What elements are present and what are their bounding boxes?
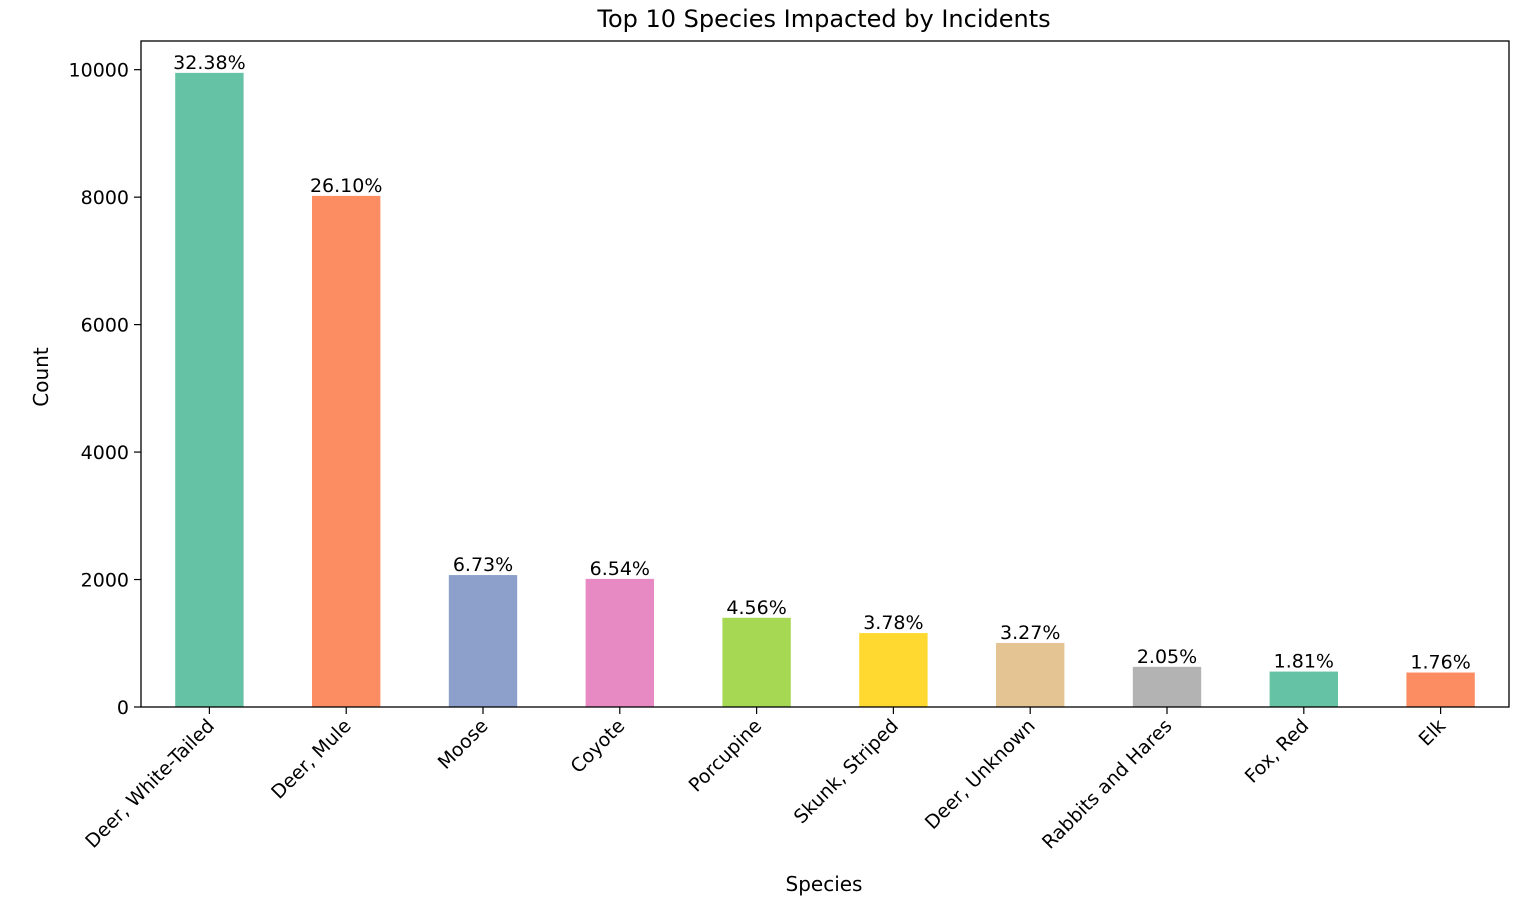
x-axis-ticks: Deer, White-Tailed Deer, Mule Moose Coyote P… — [81, 707, 1450, 854]
chart-title: Top 10 Species Impacted by Incidents — [596, 5, 1050, 33]
bar — [448, 575, 518, 707]
x-tick-label: Skunk, Striped — [790, 715, 903, 828]
y-tick-label: 0 — [117, 697, 129, 719]
bar-data-label: 4.56% — [726, 597, 786, 619]
x-tick-label: Coyote — [566, 715, 629, 778]
bar-data-label: 26.10% — [310, 175, 382, 197]
x-tick-label: Deer, Mule — [267, 715, 356, 804]
y-tick-label: 4000 — [81, 442, 129, 464]
bar-data-label: 2.05% — [1137, 646, 1197, 668]
x-tick-label: Moose — [434, 715, 493, 774]
bar — [1406, 672, 1475, 707]
bar-data-label: 3.78% — [863, 612, 923, 634]
y-tick-label: 8000 — [81, 187, 129, 209]
data-labels-group: 32.38% 26.10% 6.73% 6.54% 4.56% 3.78% 3.27% 2.0… — [173, 52, 1471, 674]
bar-data-label: 6.54% — [590, 558, 650, 580]
bar — [312, 195, 381, 707]
bar — [175, 72, 244, 707]
bar — [585, 578, 654, 707]
y-axis-label: Count — [29, 347, 53, 407]
bar — [1269, 671, 1338, 707]
x-tick-label: Porcupine — [685, 715, 767, 797]
y-axis-ticks: 0 2000 4000 6000 8000 10000 — [69, 60, 141, 719]
bar — [859, 633, 928, 707]
bar-data-label: 1.81% — [1274, 651, 1334, 673]
x-tick-label: Fox, Red — [1241, 715, 1314, 788]
y-tick-label: 2000 — [81, 570, 129, 592]
x-axis-label: Species — [786, 872, 863, 896]
x-tick-label: Deer, Unknown — [921, 715, 1040, 834]
bar-data-label: 6.73% — [453, 554, 513, 576]
y-tick-label: 6000 — [81, 315, 129, 337]
bar-data-label: 1.76% — [1410, 652, 1470, 674]
bar-data-label: 3.27% — [1000, 622, 1060, 644]
y-tick-label: 10000 — [69, 60, 129, 82]
bar — [1132, 666, 1202, 707]
x-tick-label: Elk — [1415, 715, 1451, 751]
x-tick-label: Rabbits and Hares — [1038, 715, 1177, 854]
x-tick-label: Deer, White-Tailed — [81, 715, 219, 853]
plot-area-frame — [140, 40, 1510, 708]
bar — [996, 642, 1065, 707]
bar-data-label: 32.38% — [173, 52, 245, 74]
bar — [722, 617, 791, 707]
bars-group — [175, 72, 1475, 707]
